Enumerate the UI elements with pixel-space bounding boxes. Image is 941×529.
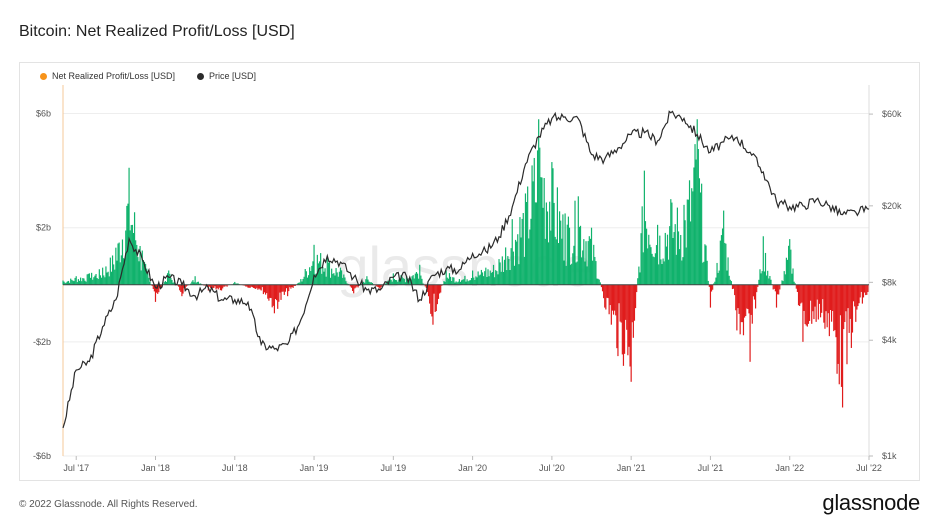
x-tick-label: Jan '19 [300,463,329,473]
gridlines [62,85,870,457]
legend-label-price: Price [USD] [209,71,257,81]
y-right-tick-label: $8k [882,277,897,287]
y-right-tick-label: $60k [882,109,902,119]
brand-logo: glassnode [822,490,920,515]
legend-label-profit: Net Realized Profit/Loss [USD] [52,71,176,81]
legend: Net Realized Profit/Loss [USD] Price [US… [40,71,256,81]
x-axis: Jul '17 Jan '18 Jul '18 Jan '19 Jul '19 Jan '… [63,456,882,473]
y-left-tick-label: $2b [36,223,51,233]
y-left-tick-label: -$6b [33,451,51,461]
legend-dot-profit-icon [40,72,47,80]
legend-dot-price-icon [197,72,205,80]
y-axis-right: $60k $20k $8k $4k $1k [869,109,902,461]
chart-panel [19,62,920,481]
legend-item-price[interactable]: Price [USD] [197,71,256,81]
y-left-tick-label: -$2b [33,337,51,347]
y-left-tick-label: $6b [36,109,51,119]
price-line [62,110,870,429]
x-tick-label: Jan '21 [617,463,646,473]
x-tick-label: Jul '17 [63,463,89,473]
y-right-tick-label: $4k [882,335,897,345]
x-tick-label: Jul '22 [856,463,882,473]
x-tick-label: Jul '19 [380,463,406,473]
legend-item-profit[interactable]: Net Realized Profit/Loss [USD] [40,71,175,81]
page-title: Bitcoin: Net Realized Profit/Loss [USD] [19,23,295,40]
y-axis-left: $6b $2b -$2b -$6b [33,109,51,461]
y-right-tick-label: $1k [882,451,897,461]
y-right-tick-label: $20k [882,201,902,211]
x-tick-label: Jan '22 [775,463,804,473]
copyright: © 2022 Glassnode. All Rights Reserved. [19,499,198,510]
x-tick-label: Jul '20 [539,463,565,473]
x-tick-label: Jan '18 [141,463,170,473]
x-tick-label: Jan '20 [458,463,487,473]
x-tick-label: Jul '18 [222,463,248,473]
x-tick-label: Jul '21 [698,463,724,473]
